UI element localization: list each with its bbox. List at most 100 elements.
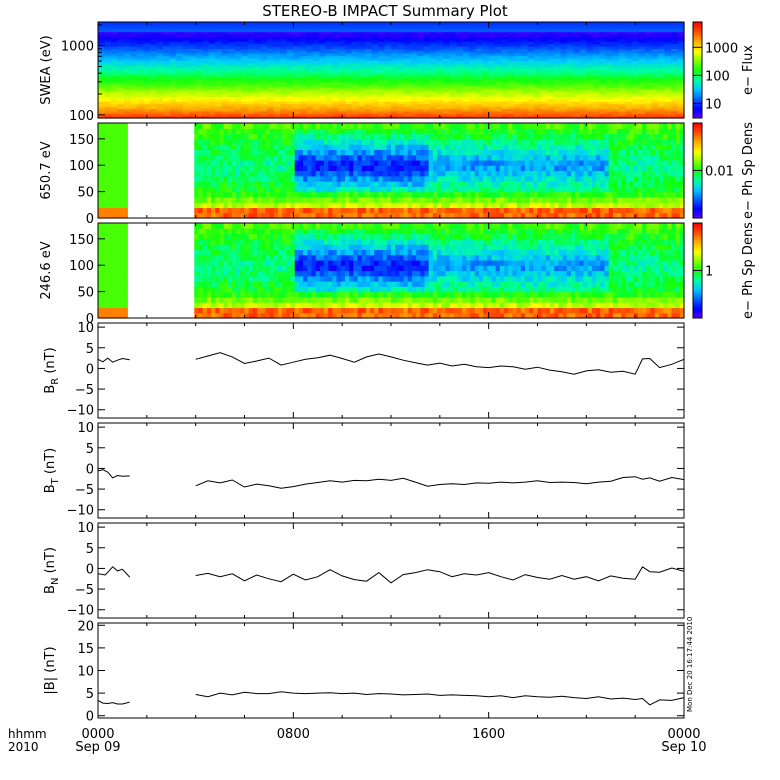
spectrogram-cell (277, 175, 283, 182)
spectrogram-cell (137, 110, 145, 114)
spectrogram-cell (560, 89, 568, 93)
spectrogram-cell (364, 24, 373, 28)
spectrogram-cell (299, 62, 307, 66)
spectrogram-cell (657, 50, 666, 54)
spectrogram-cell (371, 108, 379, 112)
spectrogram-cell (286, 98, 294, 102)
spectrogram-cell (456, 34, 464, 37)
spectrogram-cell (143, 113, 151, 117)
spectrogram-cell (290, 138, 296, 145)
spectrogram-cell (560, 31, 568, 35)
colorbar-cell (693, 106, 702, 109)
spectrogram-cell (586, 74, 594, 78)
spectrogram-cell (430, 29, 438, 33)
spectrogram-cell (618, 67, 626, 71)
spectrogram-cell (475, 77, 483, 81)
spectrogram-cell (215, 212, 220, 219)
spectrogram-cell (189, 115, 197, 119)
spectrogram-cell (364, 58, 373, 61)
spectrogram-cell (267, 103, 275, 107)
spectrogram-cell (449, 154, 455, 161)
spectrogram-cell (319, 26, 327, 30)
spectrogram-cell (211, 154, 216, 161)
spectrogram-cell (202, 144, 208, 150)
spectrogram-cell (453, 138, 459, 145)
spectrogram-cell (286, 115, 294, 119)
spectrogram-cell (215, 196, 220, 203)
spectrogram-cell (307, 154, 313, 161)
spectrogram-cell (282, 186, 287, 193)
spectrogram-cell (345, 108, 353, 112)
spectrogram-cell (325, 36, 333, 40)
spectrogram-cell (221, 72, 229, 76)
spectrogram-cell (475, 72, 483, 76)
spectrogram-cell (98, 138, 103, 145)
spectrogram-cell (365, 149, 371, 156)
spectrogram-cell (332, 82, 340, 85)
spectrogram-cell (466, 165, 472, 172)
spectrogram-cell (351, 113, 360, 117)
spectrogram-cell (254, 96, 262, 100)
spectrogram-cell (521, 110, 529, 114)
spectrogram-cell (286, 84, 294, 88)
spectrogram-cell (260, 22, 268, 25)
spectrogram-cell (364, 48, 373, 52)
spectrogram-cell (206, 212, 212, 219)
spectrogram-cell (254, 72, 262, 76)
spectrogram-cell (267, 98, 275, 102)
spectrogram-cell (306, 110, 314, 114)
spectrogram-cell (521, 103, 529, 107)
spectrogram-cell (223, 207, 229, 214)
spectrogram-cell (215, 77, 223, 81)
spectrogram-cell (560, 34, 568, 37)
spectrogram-cell (349, 181, 354, 187)
spectrogram-cell (117, 58, 125, 61)
spectrogram-cell (382, 202, 388, 209)
spectrogram-cell (592, 55, 600, 59)
spectrogram-cell (198, 170, 204, 177)
spectrogram-cell (631, 84, 640, 88)
spectrogram-cell (371, 58, 379, 61)
spectrogram-cell (579, 58, 587, 61)
spectrogram-cell (475, 65, 483, 69)
spectrogram-cell (236, 207, 241, 214)
spectrogram-cell (269, 154, 275, 161)
spectrogram-cell (364, 53, 373, 57)
spectrogram-cell (195, 48, 203, 52)
spectrogram-cell (449, 62, 457, 66)
spectrogram-cell (332, 149, 338, 156)
spectrogram-cell (592, 70, 600, 73)
spectrogram-cell (404, 24, 412, 28)
spectrogram-cell (631, 58, 640, 61)
spectrogram-cell (495, 62, 503, 66)
spectrogram-cell (319, 46, 327, 49)
spectrogram-cell (156, 46, 164, 49)
spectrogram-cell (441, 191, 447, 198)
spectrogram-cell (286, 101, 294, 105)
spectrogram-cell (351, 62, 360, 66)
spectrogram-cell (280, 67, 288, 71)
spectrogram-cell (124, 53, 132, 57)
spectrogram-cell (384, 38, 392, 42)
spectrogram-cell (378, 212, 384, 219)
spectrogram-cell (417, 101, 425, 105)
spectrogram-cell (374, 123, 380, 129)
spectrogram-cell (324, 138, 329, 145)
spectrogram-cell (560, 82, 568, 85)
spectrogram-cell (280, 101, 288, 105)
spectrogram-cell (219, 138, 225, 145)
spectrogram-cell (117, 48, 125, 52)
spectrogram-cell (573, 26, 581, 30)
spectrogram-cell (599, 94, 607, 97)
spectrogram-cell (269, 191, 275, 198)
spectrogram-cell (547, 70, 555, 73)
spectrogram-cell (124, 62, 132, 66)
spectrogram-cell (521, 24, 529, 28)
spectrogram-cell (156, 101, 164, 105)
spectrogram-cell (397, 98, 405, 102)
spectrogram-cell (195, 82, 203, 85)
spectrogram-cell (221, 38, 229, 42)
spectrogram-cell (106, 191, 112, 198)
spectrogram-cell (657, 55, 666, 59)
spectrogram-cell (150, 74, 158, 78)
